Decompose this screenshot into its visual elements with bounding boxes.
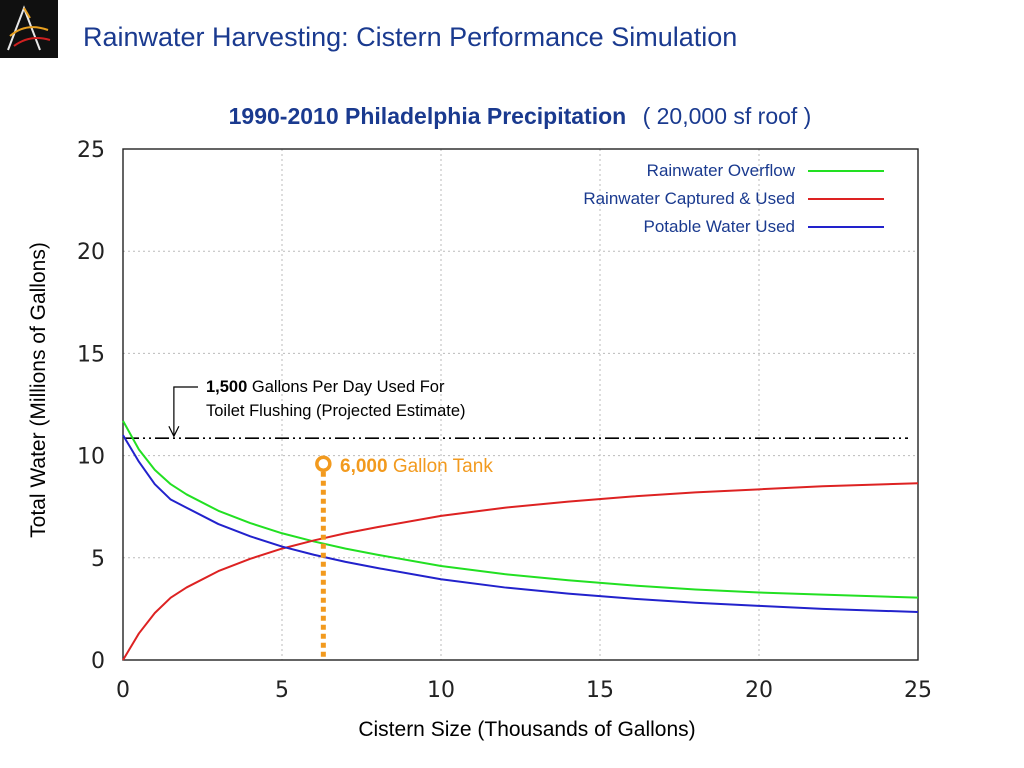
tank-label-rest: Gallon Tank: [388, 456, 494, 477]
marker-layer: [315, 455, 332, 660]
plot-frame: [122, 148, 919, 661]
y-tick-label: 20: [77, 240, 105, 265]
y-axis-label: Total Water (Millions of Gallons): [27, 242, 50, 538]
reference-label-bold: 1,500: [206, 378, 247, 396]
x-tick-label: 15: [586, 678, 614, 703]
tank-label: 6,000 Gallon Tank: [340, 456, 493, 477]
y-tick-label: 0: [91, 649, 105, 674]
chart-title-bold: 1990-2010 Philadelphia Precipitation: [229, 103, 627, 129]
tank-label-bold: 6,000: [340, 456, 388, 477]
tank-marker-point: [315, 455, 332, 473]
logo-icon: [0, 0, 58, 58]
legend-label: Potable Water Used: [644, 217, 796, 236]
y-tick-label: 15: [77, 342, 105, 367]
x-tick-label: 0: [116, 678, 130, 703]
x-tick-label: 25: [904, 678, 932, 703]
x-tick-label: 10: [427, 678, 455, 703]
slide-title: Rainwater Harvesting: Cistern Performanc…: [83, 22, 738, 52]
grid-layer: [123, 149, 918, 660]
chart-title: 1990-2010 Philadelphia Precipitation ( 2…: [229, 103, 812, 129]
reference-annotation: 1,500 Gallons Per Day Used For Toilet Fl…: [206, 378, 466, 420]
reference-arrow: [173, 386, 198, 436]
x-axis-label: Cistern Size (Thousands of Gallons): [358, 718, 695, 741]
series-line: [122, 420, 919, 599]
reference-label-line1: Gallons Per Day Used For: [247, 378, 445, 396]
y-tick-label: 25: [77, 138, 105, 163]
reference-layer: [125, 386, 908, 440]
chart-title-suffix: ( 20,000 sf roof ): [643, 103, 812, 129]
legend: Rainwater Overflow Rainwater Captured & U…: [583, 161, 884, 236]
y-tick-label: 5: [91, 547, 105, 572]
tick-layer: 0 5 10 15 20 25 0 5 10 15 20 25: [77, 138, 932, 703]
reference-label-line2: Toilet Flushing (Projected Estimate): [206, 402, 466, 420]
x-tick-label: 20: [745, 678, 773, 703]
series-line: [122, 434, 919, 613]
legend-label: Rainwater Captured & Used: [583, 189, 795, 208]
x-tick-label: 5: [275, 678, 289, 703]
reference-arrowhead: [168, 425, 180, 438]
series-line: [122, 482, 919, 661]
series-layer: [122, 420, 919, 661]
legend-label: Rainwater Overflow: [647, 161, 796, 180]
y-tick-label: 10: [77, 445, 105, 470]
